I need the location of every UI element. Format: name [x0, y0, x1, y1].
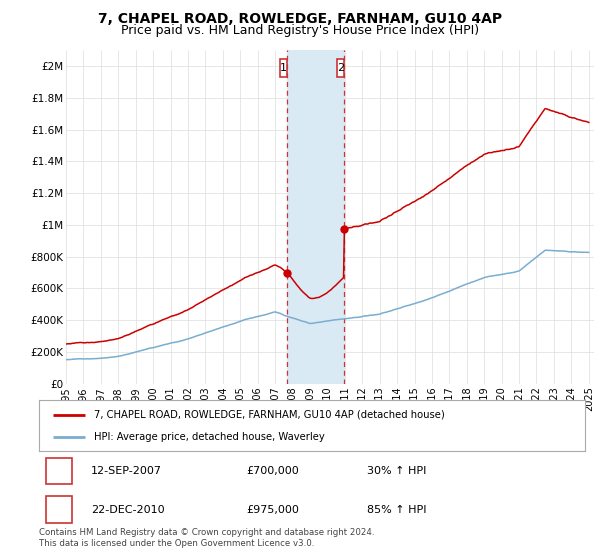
Text: 30% ↑ HPI: 30% ↑ HPI	[367, 466, 426, 476]
FancyBboxPatch shape	[337, 59, 344, 77]
Text: 1: 1	[280, 63, 287, 73]
Text: 2: 2	[337, 63, 344, 73]
Text: 12-SEP-2007: 12-SEP-2007	[91, 466, 162, 476]
Bar	[287, 50, 344, 384]
Text: HPI: Average price, detached house, Waverley: HPI: Average price, detached house, Wave…	[94, 432, 325, 442]
FancyBboxPatch shape	[46, 496, 72, 523]
Text: 7, CHAPEL ROAD, ROWLEDGE, FARNHAM, GU10 4AP (detached house): 7, CHAPEL ROAD, ROWLEDGE, FARNHAM, GU10 …	[94, 409, 445, 419]
Text: 22-DEC-2010: 22-DEC-2010	[91, 505, 164, 515]
Text: 1: 1	[55, 466, 62, 476]
Text: 7, CHAPEL ROAD, ROWLEDGE, FARNHAM, GU10 4AP: 7, CHAPEL ROAD, ROWLEDGE, FARNHAM, GU10 …	[98, 12, 502, 26]
Text: Contains HM Land Registry data © Crown copyright and database right 2024.
This d: Contains HM Land Registry data © Crown c…	[39, 528, 374, 548]
Text: £975,000: £975,000	[247, 505, 299, 515]
Text: £700,000: £700,000	[247, 466, 299, 476]
FancyBboxPatch shape	[280, 59, 287, 77]
Text: 85% ↑ HPI: 85% ↑ HPI	[367, 505, 426, 515]
FancyBboxPatch shape	[46, 458, 72, 484]
Text: 2: 2	[55, 505, 62, 515]
Text: Price paid vs. HM Land Registry's House Price Index (HPI): Price paid vs. HM Land Registry's House …	[121, 24, 479, 37]
